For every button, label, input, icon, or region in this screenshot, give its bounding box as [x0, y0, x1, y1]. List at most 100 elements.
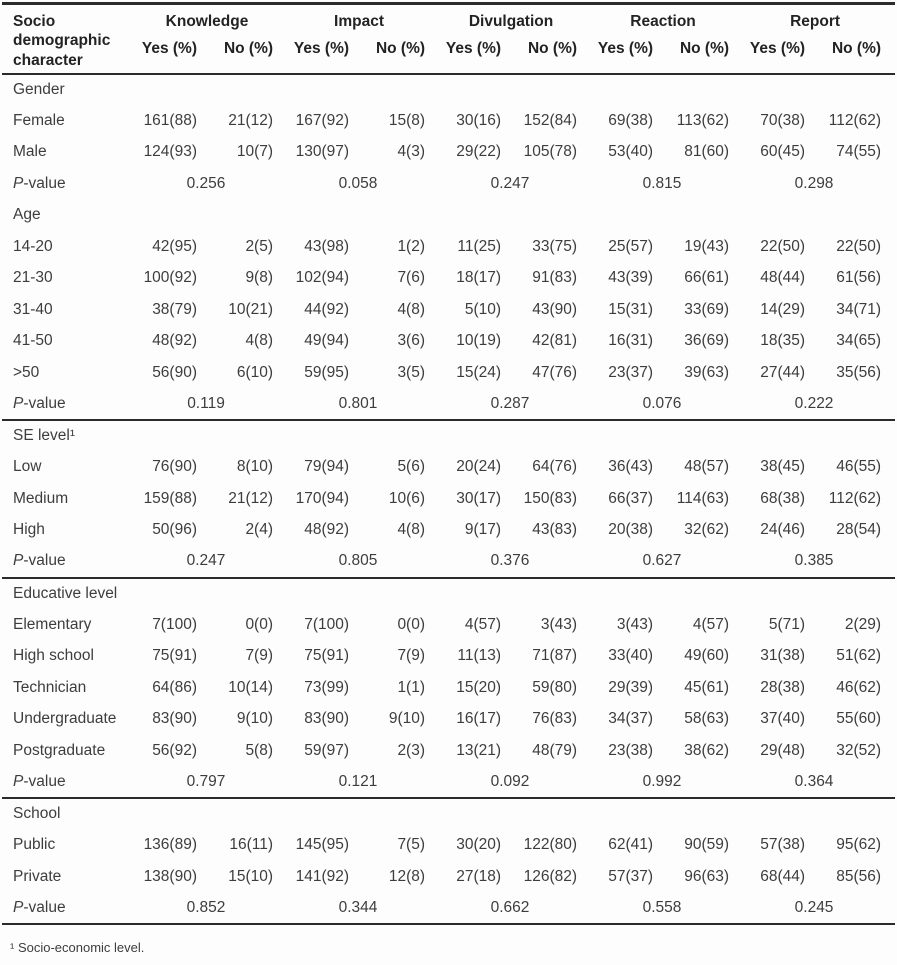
section-row: School [2, 798, 896, 830]
cell-value: 60(45) [760, 143, 806, 161]
cell-value: 124(93) [143, 143, 197, 161]
cell-value: 70(38) [760, 111, 806, 129]
cell-value: 49(60) [684, 647, 730, 665]
cell-value: 48(92) [152, 332, 197, 350]
p-value: 0.256 [186, 174, 226, 192]
cell-value: 15(31) [608, 300, 654, 318]
p-value-label-text: P-value [13, 174, 66, 192]
table-row: 41-50 48(92) 4(8) 49(94) 3(6) 10(19) 42(81) 16(… [2, 326, 895, 358]
cell-value: 68(38) [760, 489, 806, 507]
section-row: Age [2, 200, 895, 232]
cell-value: 79(94) [304, 458, 350, 476]
cell-value: 49(94) [304, 332, 350, 350]
p-value: 0.662 [490, 898, 530, 916]
cell-value: 9(8) [245, 269, 274, 287]
cell-value: 13(21) [456, 741, 502, 759]
cell-value: 44(92) [304, 300, 350, 318]
cell-value: 66(61) [684, 269, 730, 287]
cell-value: 3(6) [397, 332, 426, 350]
cell-value: 20(38) [608, 521, 654, 539]
cell-value: 35(56) [836, 363, 882, 381]
cell-value: 9(10) [236, 710, 274, 728]
p-value: 0.852 [186, 898, 226, 916]
group-header-divulgation: Divulgation [468, 13, 554, 30]
cell-value: 6(10) [236, 363, 274, 381]
section-header: Age [13, 206, 41, 224]
cell-value: 5(71) [768, 615, 806, 633]
cell-value: 105(78) [523, 143, 578, 161]
cell-value: 85(56) [836, 867, 882, 885]
cell-value: 15(20) [456, 678, 502, 696]
cell-value: 10(19) [456, 332, 502, 350]
table-row: High 50(96) 2(4) 48(92) 4(8) 9(17) 43(83) 20(38… [2, 515, 895, 547]
row-label: Elementary [13, 615, 92, 633]
row-label: >50 [13, 363, 40, 381]
cell-value: 112(62) [828, 111, 882, 129]
p-value-label: P-value [2, 767, 135, 799]
cell-value: 2(3) [397, 741, 426, 759]
cell-value: 76(83) [532, 710, 578, 728]
cell-value: 75(91) [304, 647, 350, 665]
sub-header-divulgation-no: No (%) [527, 39, 578, 57]
table-row: Technician 64(86) 10(14) 73(99) 1(1) 15(20) 59… [2, 672, 895, 704]
cell-value: 7(9) [397, 647, 426, 665]
cell-value: 10(14) [228, 678, 274, 696]
row-label: Private [13, 867, 62, 885]
p-value: 0.344 [338, 898, 378, 916]
table-row: 31-40 38(79) 10(21) 44(92) 4(8) 5(10) 43(90) 15… [2, 294, 895, 326]
cell-value: 16(17) [456, 710, 502, 728]
cell-value: 30(20) [456, 836, 502, 854]
p-value-label-text: P-value [13, 898, 66, 916]
p-value: 0.058 [338, 174, 378, 192]
group-header-impact: Impact [334, 13, 384, 30]
p-value: 0.121 [338, 772, 378, 790]
cell-value: 11(25) [457, 237, 502, 255]
row-label: Technician [13, 678, 87, 696]
cell-value: 90(59) [684, 836, 730, 854]
p-value: 0.801 [338, 394, 378, 412]
cell-value: 64(86) [152, 678, 197, 696]
cell-value: 5(10) [464, 300, 502, 318]
cell-value: 112(62) [828, 489, 882, 507]
cell-value: 10(21) [228, 300, 274, 318]
cell-value: 1(2) [397, 237, 426, 255]
cell-value: 15(10) [228, 867, 274, 885]
cell-value: 56(90) [152, 363, 197, 381]
sub-header-knowledge-no: No (%) [223, 39, 274, 57]
sub-header-report-yes: Yes (%) [749, 39, 806, 57]
cell-value: 0(0) [397, 615, 426, 633]
cell-value: 27(44) [760, 363, 806, 381]
table-row: Undergraduate 83(90) 9(10) 83(90) 9(10) 16(17… [2, 704, 895, 736]
table-row: Postgraduate 56(92) 5(8) 59(97) 2(3) 13(21) 48… [2, 735, 895, 767]
cell-value: 27(18) [456, 867, 502, 885]
p-value: 0.627 [642, 552, 682, 570]
cell-value: 43(39) [608, 269, 654, 287]
cell-value: 4(8) [397, 300, 426, 318]
section-header: Educative level [13, 584, 118, 602]
cell-value: 32(62) [684, 521, 730, 539]
cell-value: 114(63) [676, 489, 730, 507]
cell-value: 56(92) [152, 741, 197, 759]
cell-value: 42(81) [532, 332, 578, 350]
cell-value: 23(38) [608, 741, 654, 759]
sociodemographic-table: Socio demographic character Knowledge Im… [2, 2, 896, 925]
p-value-label: P-value [2, 893, 135, 925]
cell-value: 57(38) [760, 836, 806, 854]
cell-value: 53(40) [608, 143, 654, 161]
cell-value: 83(90) [304, 710, 350, 728]
cell-value: 4(57) [692, 615, 730, 633]
table-row: >50 56(90) 6(10) 59(95) 3(5) 15(24) 47(76) 23(3… [2, 357, 895, 389]
row-label: Undergraduate [13, 710, 117, 728]
cell-value: 15(24) [456, 363, 502, 381]
cell-value: 2(4) [245, 521, 274, 539]
cell-value: 38(62) [684, 741, 730, 759]
cell-value: 38(45) [760, 458, 806, 476]
p-value-row: P-value 0.797 0.121 0.092 0.992 0.364 [2, 767, 895, 799]
cell-value: 10(7) [236, 143, 274, 161]
row-label: Male [13, 143, 47, 161]
cell-value: 7(6) [397, 269, 426, 287]
p-value: 0.222 [794, 394, 834, 412]
cell-value: 39(63) [684, 363, 730, 381]
table-row: Elementary 7(100) 0(0) 7(100) 0(0) 4(57) 3(43)… [2, 609, 895, 641]
